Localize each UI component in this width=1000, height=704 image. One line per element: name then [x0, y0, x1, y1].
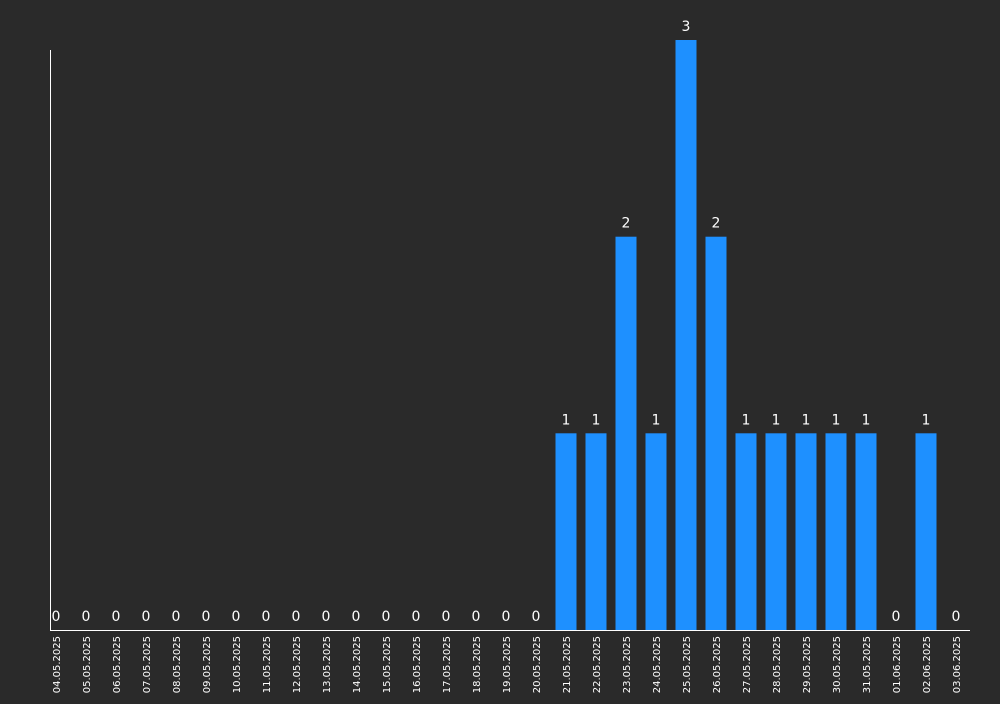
bar	[825, 433, 847, 630]
x-tick-label: 19.05.2025	[502, 636, 513, 693]
bar	[675, 40, 697, 630]
data-labels-layer: 0 0 0 0 0 0 0 0 0 0 0 0 0 0 0 0 0 1 1 2 1 3 2 1 1 1 1 1 0 1 0	[52, 19, 961, 625]
data-label: 0	[532, 609, 541, 625]
data-label: 0	[232, 609, 241, 625]
data-label: 0	[172, 609, 181, 625]
x-tick-label: 02.06.2025	[922, 636, 933, 693]
x-tick-label: 26.05.2025	[712, 636, 723, 693]
data-label: 0	[892, 609, 901, 625]
x-tick-labels-layer: 04.05.2025 05.05.2025 06.05.2025 07.05.2025…	[52, 636, 963, 693]
x-tick-label: 05.05.2025	[82, 636, 93, 693]
data-label: 0	[412, 609, 421, 625]
x-tick-label: 30.05.2025	[832, 636, 843, 693]
bar	[795, 433, 817, 630]
data-label: 1	[562, 412, 571, 428]
data-label: 1	[802, 412, 811, 428]
data-label: 1	[922, 412, 931, 428]
bar	[765, 433, 787, 630]
data-label: 0	[382, 609, 391, 625]
data-label: 0	[262, 609, 271, 625]
bar	[615, 236, 637, 630]
x-tick-label: 18.05.2025	[472, 636, 483, 693]
x-tick-label: 17.05.2025	[442, 636, 453, 693]
data-label: 0	[352, 609, 361, 625]
data-label: 0	[472, 609, 481, 625]
x-tick-label: 21.05.2025	[562, 636, 573, 693]
x-tick-label: 31.05.2025	[862, 636, 873, 693]
data-label: 0	[292, 609, 301, 625]
data-label: 1	[832, 412, 841, 428]
bar	[555, 433, 577, 630]
x-tick-label: 16.05.2025	[412, 636, 423, 693]
data-label: 1	[742, 412, 751, 428]
data-label: 1	[652, 412, 661, 428]
data-label: 2	[712, 216, 721, 232]
x-tick-label: 01.06.2025	[892, 636, 903, 693]
x-tick-label: 22.05.2025	[592, 636, 603, 693]
x-tick-label: 27.05.2025	[742, 636, 753, 693]
data-label: 0	[112, 609, 121, 625]
x-tick-label: 24.05.2025	[652, 636, 663, 693]
data-label: 0	[322, 609, 331, 625]
bar	[705, 236, 727, 630]
x-tick-label: 06.05.2025	[112, 636, 123, 693]
x-tick-label: 20.05.2025	[532, 636, 543, 693]
data-label: 0	[82, 609, 91, 625]
x-tick-label: 09.05.2025	[202, 636, 213, 693]
x-tick-label: 29.05.2025	[802, 636, 813, 693]
data-label: 1	[592, 412, 601, 428]
data-label: 0	[52, 609, 61, 625]
bar	[915, 433, 937, 630]
x-tick-label: 25.05.2025	[682, 636, 693, 693]
data-label: 0	[202, 609, 211, 625]
data-label: 0	[442, 609, 451, 625]
x-tick-label: 28.05.2025	[772, 636, 783, 693]
x-tick-label: 04.05.2025	[52, 636, 63, 693]
x-tick-label: 03.06.2025	[952, 636, 963, 693]
bar	[735, 433, 757, 630]
data-label: 0	[952, 609, 961, 625]
data-label: 0	[502, 609, 511, 625]
bar	[855, 433, 877, 630]
x-tick-label: 10.05.2025	[232, 636, 243, 693]
x-tick-label: 07.05.2025	[142, 636, 153, 693]
data-label: 3	[682, 19, 691, 35]
x-tick-label: 12.05.2025	[292, 636, 303, 693]
x-tick-label: 11.05.2025	[262, 636, 273, 693]
x-tick-label: 13.05.2025	[322, 636, 333, 693]
x-tick-label: 14.05.2025	[352, 636, 363, 693]
x-tick-label: 15.05.2025	[382, 636, 393, 693]
data-label: 0	[142, 609, 151, 625]
x-tick-label: 08.05.2025	[172, 636, 183, 693]
data-label: 1	[862, 412, 871, 428]
bar	[585, 433, 607, 630]
data-label: 1	[772, 412, 781, 428]
bars-layer	[555, 40, 937, 630]
x-tick-label: 23.05.2025	[622, 636, 633, 693]
bar	[645, 433, 667, 630]
data-label: 2	[622, 216, 631, 232]
